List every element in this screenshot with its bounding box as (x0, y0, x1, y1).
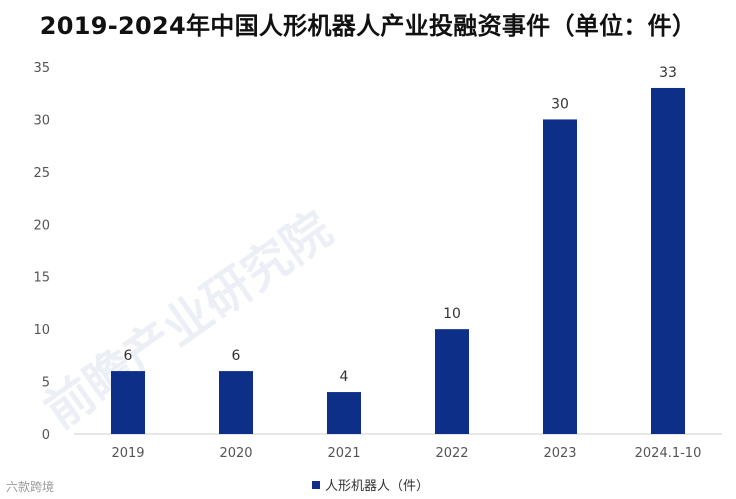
y-tick-label: 10 (33, 323, 50, 338)
legend-swatch (312, 480, 320, 489)
bar (111, 371, 145, 434)
bar (651, 87, 685, 434)
x-tick-label: 2024.1-10 (635, 446, 702, 461)
x-tick-label: 2020 (219, 446, 252, 461)
bar (219, 371, 253, 434)
bar (435, 329, 469, 434)
y-tick-label: 20 (33, 218, 50, 233)
bar (327, 392, 361, 434)
chart-title: 2019-2024年中国人形机器人产业投融资事件（单位：件） (39, 12, 697, 40)
legend-label: 人形机器人（件） (325, 479, 430, 494)
y-tick-label: 25 (33, 166, 50, 181)
y-tick-label: 5 (42, 376, 50, 391)
x-tick-label: 2021 (327, 446, 360, 461)
y-tick-label: 35 (33, 61, 50, 76)
data-label: 6 (124, 348, 133, 364)
y-tick-label: 0 (42, 428, 50, 443)
data-label: 30 (551, 96, 569, 112)
data-label: 6 (232, 348, 241, 364)
data-label: 10 (443, 306, 461, 322)
bar (543, 119, 577, 434)
data-label: 4 (340, 369, 349, 385)
y-tick-label: 30 (33, 113, 50, 128)
logo-text: 六款跨境 (6, 480, 55, 494)
watermark: 前瞻产业研究院 (35, 201, 342, 440)
y-tick-label: 15 (33, 271, 50, 286)
x-tick-label: 2022 (435, 446, 468, 461)
x-tick-label: 2023 (543, 446, 576, 461)
x-tick-label: 2019 (111, 446, 144, 461)
data-label: 33 (659, 65, 677, 81)
watermark-text: 前瞻产业研究院 (35, 201, 342, 440)
legend: 人形机器人（件） (312, 475, 429, 494)
